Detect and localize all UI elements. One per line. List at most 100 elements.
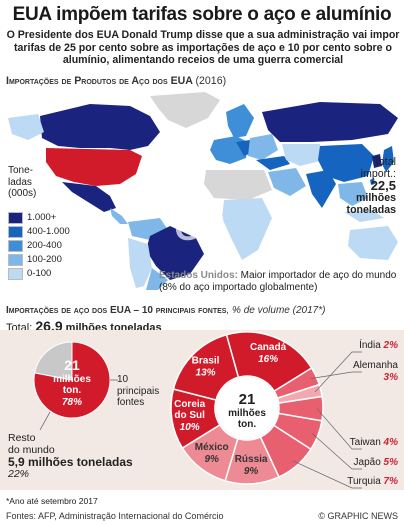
map-north-africa [204,170,272,200]
legend-item: 0-100 [8,268,128,280]
map-china [318,144,374,182]
legend-label: 1.000+ [27,212,57,223]
pie-header-unit: , % de volume (2017*) [226,305,326,316]
legend-swatch [8,226,23,238]
world-map: GN [0,90,404,290]
legend-label: 200-400 [27,240,62,251]
us-note-text: Maior importador de aço do mundo (8% do … [159,270,397,293]
left-pie-center-unit: milhões [53,374,91,385]
donut-label-turquia: Turquia 7% [347,476,398,487]
donut-label-alemanha: Alemanha 3% [353,360,398,383]
legend-swatch [8,240,23,252]
map-south-africa [222,198,272,260]
total-import-line2: import.: [360,168,396,180]
map-canada [40,104,160,150]
map-alaska [8,114,44,140]
brand-credit: © GRAPHIC NEWS [318,511,398,521]
map-header-year: (2016) [195,75,227,87]
top10-label-line1: 10 [117,374,129,385]
donut-pct-canadá: 16% [258,354,278,365]
legend-swatch [8,212,23,224]
top10-label-line2: principais [117,385,160,397]
donut-label-japão: Japão 5% [354,457,399,468]
legend-title: Tone- ladas (000s) [8,165,37,199]
donut-center-unit2: ton. [238,419,257,430]
legend-label: 100-200 [27,254,62,265]
map-central-america [110,208,128,224]
pie-section-header: Importações de aço dos EUA – 10 principa… [6,305,325,316]
donut-chart [170,331,324,485]
left-pie-center-pct: 78% [62,397,82,408]
legend-item: 100-200 [8,254,128,266]
legend-swatch [8,268,23,280]
left-pie-center-unit2: ton. [63,385,82,396]
donut-leader-line [314,351,362,393]
map-korea [372,154,382,168]
rest-label-line2: do mundo [8,444,55,456]
donut-leader-line [311,433,362,470]
map-andes [128,238,152,288]
total-import-unit1: milhões [355,192,396,204]
legend-item: 1.000+ [8,212,128,224]
total-import-label: Total import.: 22,5 milhões toneladas [347,156,396,216]
rest-label-line1: Resto [8,432,36,444]
map-russia [262,102,398,142]
donut-label-méxico: México [195,442,229,453]
donut-label-índia: Índia 2% [359,338,398,351]
rest-pct: 22% [8,468,30,480]
map-central-asia [282,144,324,166]
total-import-value: 22,5 [370,178,396,193]
map-brazil [146,226,204,280]
rest-connector [39,411,51,431]
legend-label: 400-1.000 [27,226,70,237]
donut-slice-canadá [225,331,313,393]
donut-label-canadá: Canadá [250,342,287,353]
map-turkey [256,156,290,170]
donut-center-value: 21 [239,391,256,408]
top10-label: 10 principais fontes [117,374,159,409]
map-japan [382,146,394,172]
legend-item: 200-400 [8,240,128,252]
source: Fontes: AFP, Administração Internacional… [6,511,224,521]
map-taiwan [370,178,375,185]
map-argentina [146,268,168,290]
pie-header-text: Importações de aço dos EUA – 10 principa… [6,305,227,316]
map-header-text: Importações de Produtos de Aço dos EUA [6,75,193,87]
pie-slice-resto-do-mundo [34,341,73,381]
footnote: *Ano até setembro 2017 [6,496,98,506]
donut-pct-coreia-do-sul: 10% [180,422,200,433]
donut-hole [216,377,278,439]
donut-label-brasil: Brasil [192,355,220,366]
map-india [306,170,336,208]
legend-label: 0-100 [27,268,52,279]
total-import-line1: Total [373,156,396,168]
donut-pct-brasil: 13% [196,367,216,378]
map-section-header: Importações de Produtos de Aço dos EUA (… [6,75,226,87]
us-note-label: Estados Unidos: [159,270,238,281]
rest-of-world-label: Resto do mundo 5,9 milhões toneladas 22% [8,432,133,480]
donut-label-taiwan: Taiwan 4% [350,437,398,448]
donut-leader-line [316,408,362,450]
left-pie-center-value: 21 [64,357,80,373]
donut-pct-rússia: 9% [244,466,259,477]
donut-leader-line [292,460,362,489]
donut-label-rússia: Rússia [235,454,268,465]
map-eastern-europe [248,134,278,160]
rest-value: 5,9 milhões toneladas [8,455,133,469]
donut-pct-méxico: 9% [204,454,219,465]
intro-text: O Presidente dos EUA Donald Trump disse … [6,29,400,67]
map-mexico [62,182,116,212]
map-middle-east [268,168,306,196]
page-title: EUA impõem tarifas sobre o aço e alumíni… [12,4,392,25]
top10-label-line3: fontes [117,397,145,408]
watermark-logo: GN [175,210,226,248]
map-indonesia [344,210,384,222]
total-import-unit2: toneladas [346,204,396,216]
donut-center-unit1: milhões [228,408,266,419]
donut-leader-line [310,371,362,379]
legend-item: 400-1.000 [8,226,128,238]
us-note: Estados Unidos: Maior importador de aço … [159,270,399,293]
donut-slice-coreia-do-sul [170,388,221,450]
map-usa [46,148,142,186]
